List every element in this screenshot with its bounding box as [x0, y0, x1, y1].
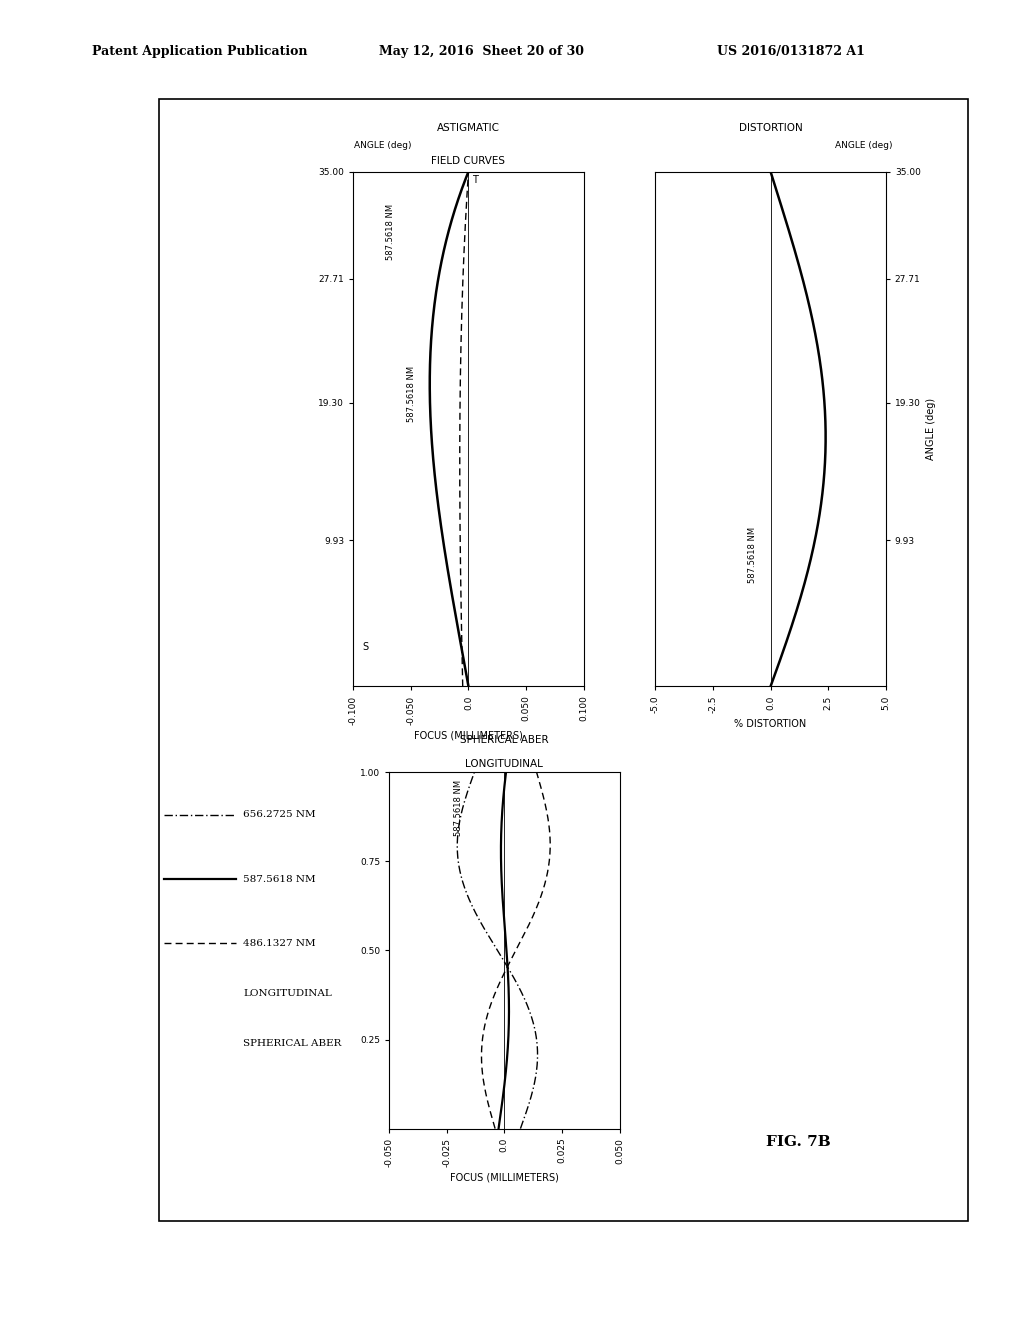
Text: 656.2725 NM: 656.2725 NM: [244, 810, 316, 820]
Text: Patent Application Publication: Patent Application Publication: [92, 45, 307, 58]
Text: ASTIGMATIC: ASTIGMATIC: [437, 123, 500, 133]
Text: 587.5618 NM: 587.5618 NM: [244, 875, 316, 883]
Text: SPHERICAL ABER: SPHERICAL ABER: [460, 735, 549, 746]
Text: 587.5618 NM: 587.5618 NM: [748, 527, 757, 583]
Text: 486.1327 NM: 486.1327 NM: [244, 939, 316, 948]
Text: 587.5618 NM: 587.5618 NM: [408, 366, 417, 421]
X-axis label: % DISTORTION: % DISTORTION: [734, 718, 807, 729]
Text: ANGLE (deg): ANGLE (deg): [836, 140, 893, 149]
Text: ANGLE (deg): ANGLE (deg): [354, 140, 412, 149]
X-axis label: FOCUS (MILLIMETERS): FOCUS (MILLIMETERS): [450, 1172, 559, 1183]
Y-axis label: ANGLE (deg): ANGLE (deg): [927, 397, 936, 461]
Text: T: T: [472, 176, 478, 185]
Text: LONGITUDINAL: LONGITUDINAL: [244, 989, 332, 998]
Text: SPHERICAL ABER: SPHERICAL ABER: [244, 1039, 342, 1048]
Text: US 2016/0131872 A1: US 2016/0131872 A1: [717, 45, 864, 58]
Text: FIELD CURVES: FIELD CURVES: [431, 157, 506, 166]
Text: LONGITUDINAL: LONGITUDINAL: [465, 759, 544, 768]
Text: 587.5618 NM: 587.5618 NM: [385, 203, 394, 260]
Text: 587.5618 NM: 587.5618 NM: [454, 780, 463, 837]
Text: May 12, 2016  Sheet 20 of 30: May 12, 2016 Sheet 20 of 30: [379, 45, 584, 58]
Text: FIG. 7B: FIG. 7B: [766, 1135, 831, 1148]
Text: DISTORTION: DISTORTION: [738, 123, 803, 133]
X-axis label: FOCUS (MILLIMETERS): FOCUS (MILLIMETERS): [414, 730, 523, 741]
Text: S: S: [362, 642, 369, 652]
